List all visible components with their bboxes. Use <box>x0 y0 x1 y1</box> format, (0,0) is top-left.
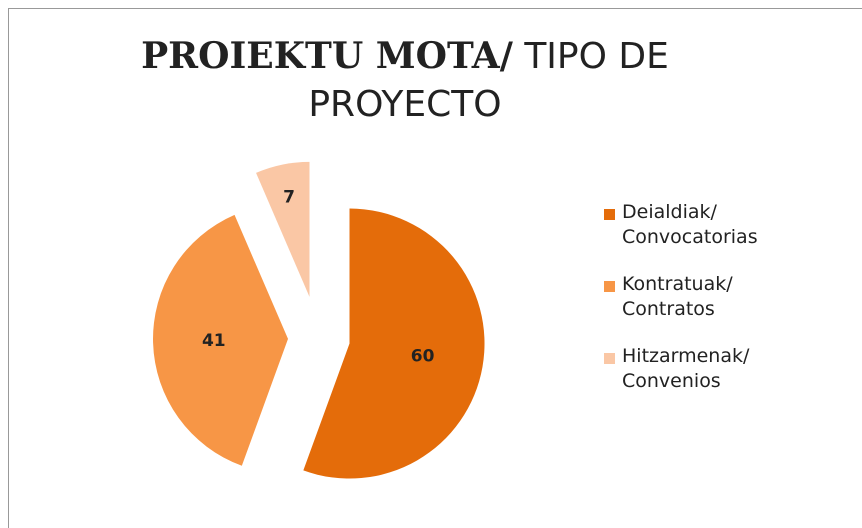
legend-item: Kontratuak/ Contratos <box>604 272 792 322</box>
legend-swatch <box>604 209 615 220</box>
legend: Deialdiak/ Convocatorias Kontratuak/ Cont… <box>604 200 792 416</box>
title-bold: PROIEKTU MOTA/ <box>141 35 513 77</box>
title-regular: TIPO DE PROYECTO <box>308 36 669 125</box>
legend-swatch <box>604 281 615 292</box>
legend-label: Kontratuak/ Contratos <box>622 273 733 320</box>
pie-slice <box>303 208 485 479</box>
legend-item: Hitzarmenak/ Convenios <box>604 344 792 394</box>
chart-title: PROIEKTU MOTA/ TIPO DE PROYECTO <box>105 32 705 129</box>
legend-item: Deialdiak/ Convocatorias <box>604 200 792 250</box>
pie-slice <box>256 161 310 297</box>
data-label: 60 <box>411 346 435 366</box>
chart-frame <box>8 8 862 528</box>
data-label: 41 <box>202 331 226 351</box>
data-label: 7 <box>283 188 295 208</box>
pie-slice <box>153 214 289 466</box>
legend-swatch <box>604 353 615 364</box>
legend-label: Hitzarmenak/ Convenios <box>622 345 750 392</box>
legend-label: Deialdiak/ Convocatorias <box>622 201 758 248</box>
